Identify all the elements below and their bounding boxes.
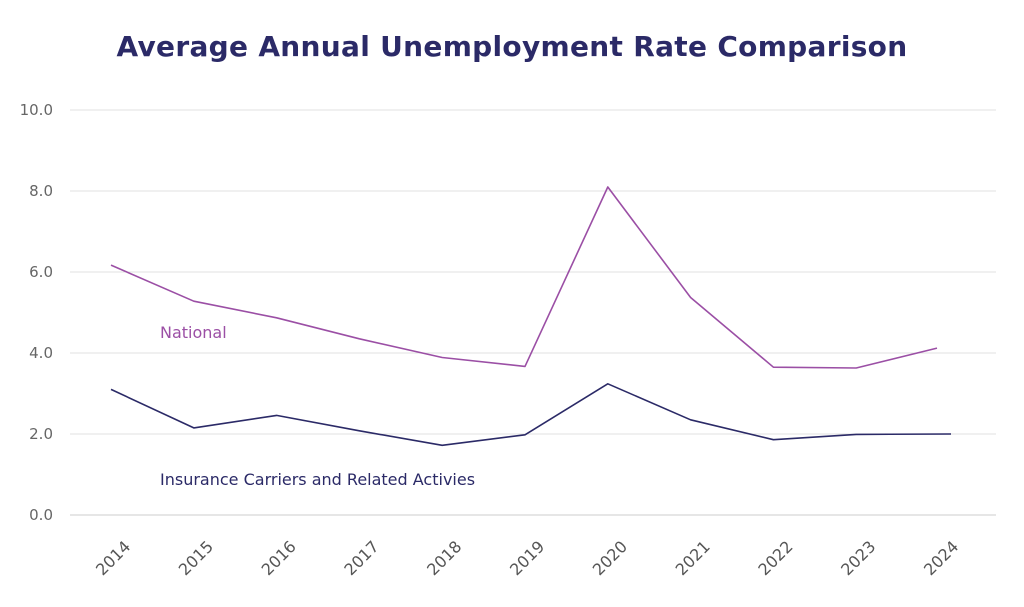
x-tick-label: 2021 <box>672 537 714 579</box>
x-tick-label: 2024 <box>920 537 962 579</box>
x-tick-label: 2015 <box>175 537 217 579</box>
y-tick-label: 4.0 <box>29 344 53 362</box>
series-label-national: National <box>160 323 227 342</box>
series-line-national <box>110 186 938 369</box>
x-tick-label: 2014 <box>92 537 134 579</box>
y-tick-label: 8.0 <box>29 182 53 200</box>
y-tick-label: 6.0 <box>29 263 53 281</box>
x-tick-label: 2020 <box>589 537 631 579</box>
x-tick-label: 2019 <box>506 537 548 579</box>
series-line-insurance <box>110 382 952 447</box>
chart-title: Average Annual Unemployment Rate Compari… <box>116 30 908 63</box>
x-tick-label: 2018 <box>423 537 465 579</box>
series-label-insurance: Insurance Carriers and Related Activies <box>160 470 475 489</box>
y-tick-label: 10.0 <box>20 101 53 119</box>
x-tick-label: 2016 <box>258 537 300 579</box>
x-tick-label: 2017 <box>340 537 382 579</box>
y-tick-label: 2.0 <box>29 425 53 443</box>
x-tick-label: 2022 <box>754 537 796 579</box>
y-tick-label: 0.0 <box>29 506 53 524</box>
x-tick-label: 2023 <box>837 537 879 579</box>
